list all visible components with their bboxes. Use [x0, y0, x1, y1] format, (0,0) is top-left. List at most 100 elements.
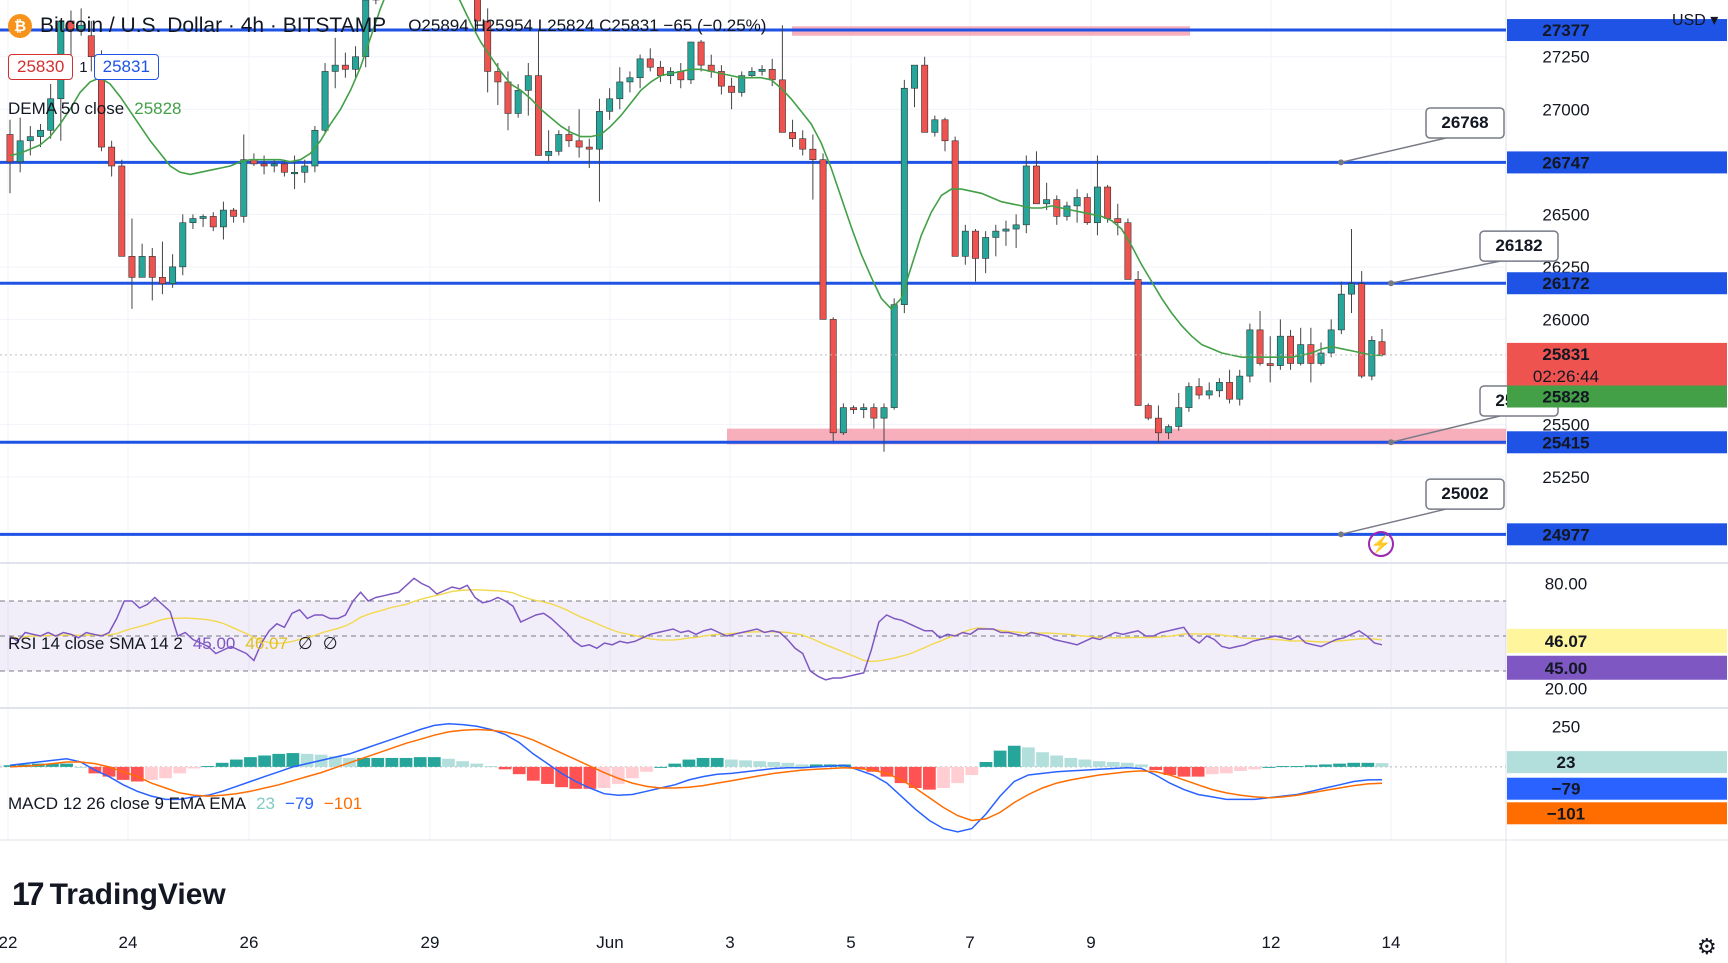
candle-body [494, 71, 502, 83]
candle-body [1165, 426, 1173, 434]
symbol-title[interactable]: Bitcoin / U.S. Dollar · 4h · BITSTAMP [40, 14, 387, 37]
macd-hist-bar [753, 761, 767, 767]
level-price-tag [1507, 523, 1727, 546]
candle-body [565, 134, 573, 142]
candle-body [16, 140, 24, 163]
y-tick-label: 26000 [1542, 310, 1589, 329]
candle-body [118, 165, 126, 257]
macd-hist-bar [413, 757, 427, 767]
macd-hist-bar [286, 753, 300, 767]
rsi-value: 45.00 [192, 634, 236, 653]
candle-body [1063, 205, 1071, 217]
macd-hist-bar [908, 766, 922, 788]
candle-body [646, 58, 654, 68]
candle-body [931, 119, 939, 133]
macd-hist-bar [668, 763, 682, 767]
candle-body [47, 98, 55, 131]
candle-body [1154, 417, 1162, 434]
macd-hist-bar [187, 766, 201, 769]
macd-hist-bar [993, 750, 1007, 767]
macd-hist-bar [654, 766, 668, 768]
candle-body [26, 136, 34, 142]
macd-hist-bar [46, 763, 59, 767]
candle-body [697, 41, 705, 66]
macd-hist-bar [442, 758, 455, 767]
x-tick-label: 14 [1382, 933, 1401, 952]
macd-hist-bar [852, 766, 866, 769]
candle-body [1378, 341, 1386, 356]
rsi-legend[interactable]: RSI 14 close SMA 14 2 45.00 46.07 ∅ ∅ [8, 634, 338, 654]
macd-hist-bar [781, 762, 795, 767]
macd-hist-bar [1262, 766, 1276, 768]
level-price-tag [1507, 19, 1727, 42]
dema-value: 25828 [134, 99, 182, 118]
candle-body [961, 230, 969, 257]
level-price-label: 26747 [1542, 153, 1589, 172]
macd-hist-bar [625, 766, 639, 779]
macd-legend[interactable]: MACD 12 26 close 9 EMA EMA 23 −79 −101 [8, 794, 362, 814]
x-tick-label: 7 [965, 933, 974, 952]
currency-selector[interactable]: USD ▾ [1672, 12, 1719, 29]
macd-hist-bar [385, 757, 399, 767]
candle-body [687, 41, 695, 81]
candle-body [880, 407, 888, 419]
candle-body [1124, 222, 1132, 280]
macd-hist-bar [739, 760, 752, 767]
candle-body [1317, 352, 1325, 364]
candle-body [555, 134, 563, 152]
macd-hist-bar [272, 753, 286, 767]
callout-anchor-dot [1388, 439, 1394, 446]
candle-body [596, 111, 603, 150]
candle-body [209, 216, 217, 228]
macd-hist-bar [767, 762, 781, 767]
level-price-label: 26172 [1542, 274, 1589, 293]
dema-price-tag [1507, 385, 1727, 408]
settings-gear-icon[interactable]: ⚙ [1697, 934, 1717, 959]
macd-hist-bar [979, 762, 993, 767]
macd-hist-bar [470, 763, 484, 767]
callout-anchor-dot [1388, 280, 1394, 287]
macd-hist-tag [1507, 751, 1727, 774]
macd-line-tag [1507, 777, 1727, 800]
buy-price-button[interactable]: 25831 [93, 54, 159, 80]
macd-hist-value: 23 [256, 794, 276, 813]
candle-body [535, 75, 542, 156]
macd-hist-bar [229, 759, 243, 767]
currency-label: USD [1672, 12, 1706, 29]
sell-price-button[interactable]: 25830 [8, 54, 74, 80]
candle-body [331, 64, 339, 72]
candle-body [240, 159, 248, 217]
x-tick-label: 3 [725, 933, 734, 952]
support-resistance-zone [727, 428, 1506, 445]
candle-body [362, 0, 370, 58]
candle-body [982, 237, 990, 259]
candle-body [1246, 329, 1254, 377]
tradingview-logo[interactable]: 17 TradingView [12, 876, 226, 913]
candle-body [1337, 293, 1345, 331]
macd-hist-bar [456, 761, 469, 767]
macd-hist-bar [1064, 757, 1078, 767]
candle-body [1033, 165, 1040, 205]
callout-box [1479, 230, 1559, 262]
candle-body [474, 0, 481, 22]
bar-countdown-label: 02:26:44 [1533, 367, 1599, 386]
level-price-tag [1507, 431, 1727, 454]
dema-legend[interactable]: DEMA 50 close 25828 [8, 99, 182, 119]
macd-hist-bar [1191, 766, 1205, 777]
rsi-line [9, 577, 1383, 681]
macd-hist-bar [965, 766, 979, 775]
candle-body [524, 75, 532, 91]
macd-hist-bar [1121, 762, 1134, 767]
candle-body [1236, 375, 1244, 400]
callout-box [1425, 478, 1505, 510]
x-tick-label: 5 [846, 933, 855, 952]
candle-body [890, 304, 898, 408]
macd-hist-bar [541, 766, 554, 784]
candle-body [921, 64, 929, 133]
rsi-sma-tag [1507, 628, 1727, 653]
candle-body [789, 132, 796, 139]
alert-lightning-icon [1368, 531, 1394, 557]
macd-hist-bar [1177, 766, 1191, 777]
macd-hist-bar [1361, 762, 1375, 767]
